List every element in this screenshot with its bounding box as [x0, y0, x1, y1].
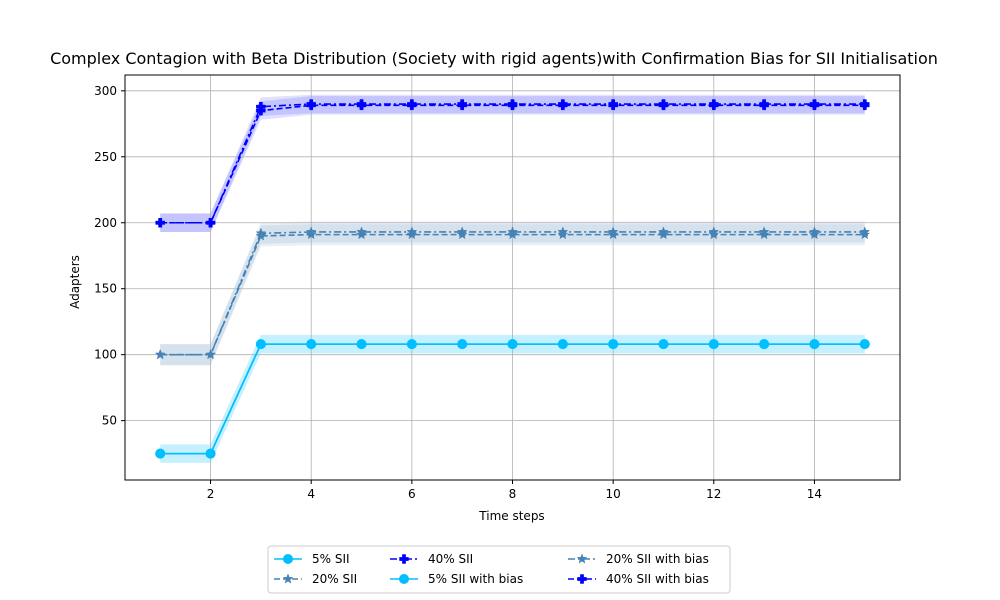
legend-marker-3 [399, 574, 409, 584]
data-point-4-0 [154, 348, 166, 360]
confidence-band-2 [160, 94, 865, 232]
data-point-5-8 [558, 100, 568, 111]
grid-lines [125, 75, 900, 480]
data-point-5-5 [407, 100, 417, 111]
series-3 [155, 339, 870, 459]
legend-box [267, 545, 731, 594]
data-point-4-7 [507, 226, 518, 237]
y-axis-label: Adapters [68, 255, 82, 309]
data-point-5-14 [860, 100, 870, 111]
data-point-5-9 [608, 100, 618, 111]
legend-label-4: 20% SII with bias [606, 552, 709, 566]
data-point-4-6 [456, 226, 468, 237]
y-tick-label-0: 50 [102, 414, 117, 428]
data-point-3-2 [255, 339, 266, 350]
legend-label-0: 5% SII [312, 552, 350, 566]
data-point-4-4 [356, 226, 367, 237]
confidence-band-3 [160, 334, 865, 463]
series-4 [154, 226, 871, 360]
data-point-3-10 [658, 339, 669, 350]
legend-label-3: 5% SII with bias [428, 572, 523, 586]
data-point-3-14 [859, 339, 870, 350]
legend-marker-0 [283, 554, 293, 564]
series-line-4 [160, 231, 865, 356]
data-point-4-8 [557, 226, 569, 237]
data-point-5-7 [507, 100, 518, 111]
confidence-band-4 [160, 221, 865, 366]
data-point-3-3 [306, 339, 317, 350]
legend-marker-2 [399, 554, 409, 564]
x-tick-label-1: 4 [307, 487, 315, 501]
x-tick-label-0: 2 [207, 487, 215, 501]
confidence-band-1 [160, 224, 865, 366]
legend-marker-4 [576, 553, 588, 564]
data-point-3-8 [557, 339, 568, 350]
series-line-2 [160, 103, 865, 224]
x-tick-label-2: 6 [408, 487, 416, 501]
data-point-4-1 [205, 348, 216, 360]
legend-marker-5 [577, 574, 587, 584]
data-point-5-11 [709, 100, 719, 111]
data-point-4-3 [305, 226, 317, 237]
data-point-5-1 [205, 218, 216, 228]
data-point-5-0 [155, 218, 165, 228]
legend-label-2: 40% SII [428, 552, 473, 566]
data-point-5-10 [658, 100, 669, 111]
data-point-3-9 [608, 339, 619, 350]
x-tick-label-6: 14 [807, 487, 822, 501]
data-point-4-5 [406, 226, 418, 237]
legend-label-5: 40% SII with bias [606, 572, 709, 586]
data-point-4-10 [658, 226, 669, 237]
chart-title: Complex Contagion with Beta Distribution… [50, 49, 938, 68]
y-tick-label-2: 150 [94, 282, 117, 296]
x-axis-label: Time steps [478, 509, 544, 523]
series-5 [155, 100, 870, 228]
confidence-band-5 [160, 96, 865, 232]
x-tick-label-3: 8 [509, 487, 517, 501]
data-point-3-11 [708, 339, 719, 350]
data-point-4-2 [255, 227, 267, 238]
y-axis-ticks: 50 100 150 200 250 300 [94, 84, 125, 428]
y-tick-label-3: 200 [94, 216, 117, 230]
y-tick-label-4: 250 [94, 150, 117, 164]
data-point-5-2 [256, 105, 266, 116]
data-point-5-4 [356, 100, 367, 111]
x-tick-label-5: 12 [706, 487, 721, 501]
legend: 5% SII 20% SII 40% SII 5% SII with bias 20% … [267, 545, 731, 594]
confidence-band-0 [160, 334, 865, 463]
data-point-3-0 [155, 448, 166, 459]
data-point-5-12 [759, 100, 769, 111]
y-tick-label-1: 100 [94, 348, 117, 362]
x-tick-label-4: 10 [606, 487, 621, 501]
legend-label-1: 20% SII [312, 572, 357, 586]
data-point-3-12 [759, 339, 770, 350]
data-point-4-12 [758, 226, 770, 237]
data-point-4-11 [708, 226, 720, 237]
data-point-4-9 [607, 226, 619, 237]
x-axis-ticks: 2 4 6 8 10 12 14 [207, 480, 822, 501]
legend-marker-1 [282, 573, 294, 584]
data-point-5-13 [809, 100, 820, 111]
data-point-3-7 [507, 339, 518, 350]
y-tick-label-5: 300 [94, 84, 117, 98]
data-point-3-13 [809, 339, 820, 350]
data-point-3-1 [205, 448, 216, 459]
data-point-5-3 [306, 100, 316, 111]
data-point-3-6 [457, 339, 468, 350]
data-point-4-13 [809, 226, 820, 237]
data-point-5-6 [457, 100, 467, 111]
confidence-bands [160, 94, 865, 463]
series-lines [154, 99, 871, 459]
data-point-3-4 [356, 339, 367, 350]
data-point-3-5 [406, 339, 417, 350]
data-point-4-14 [859, 226, 871, 237]
